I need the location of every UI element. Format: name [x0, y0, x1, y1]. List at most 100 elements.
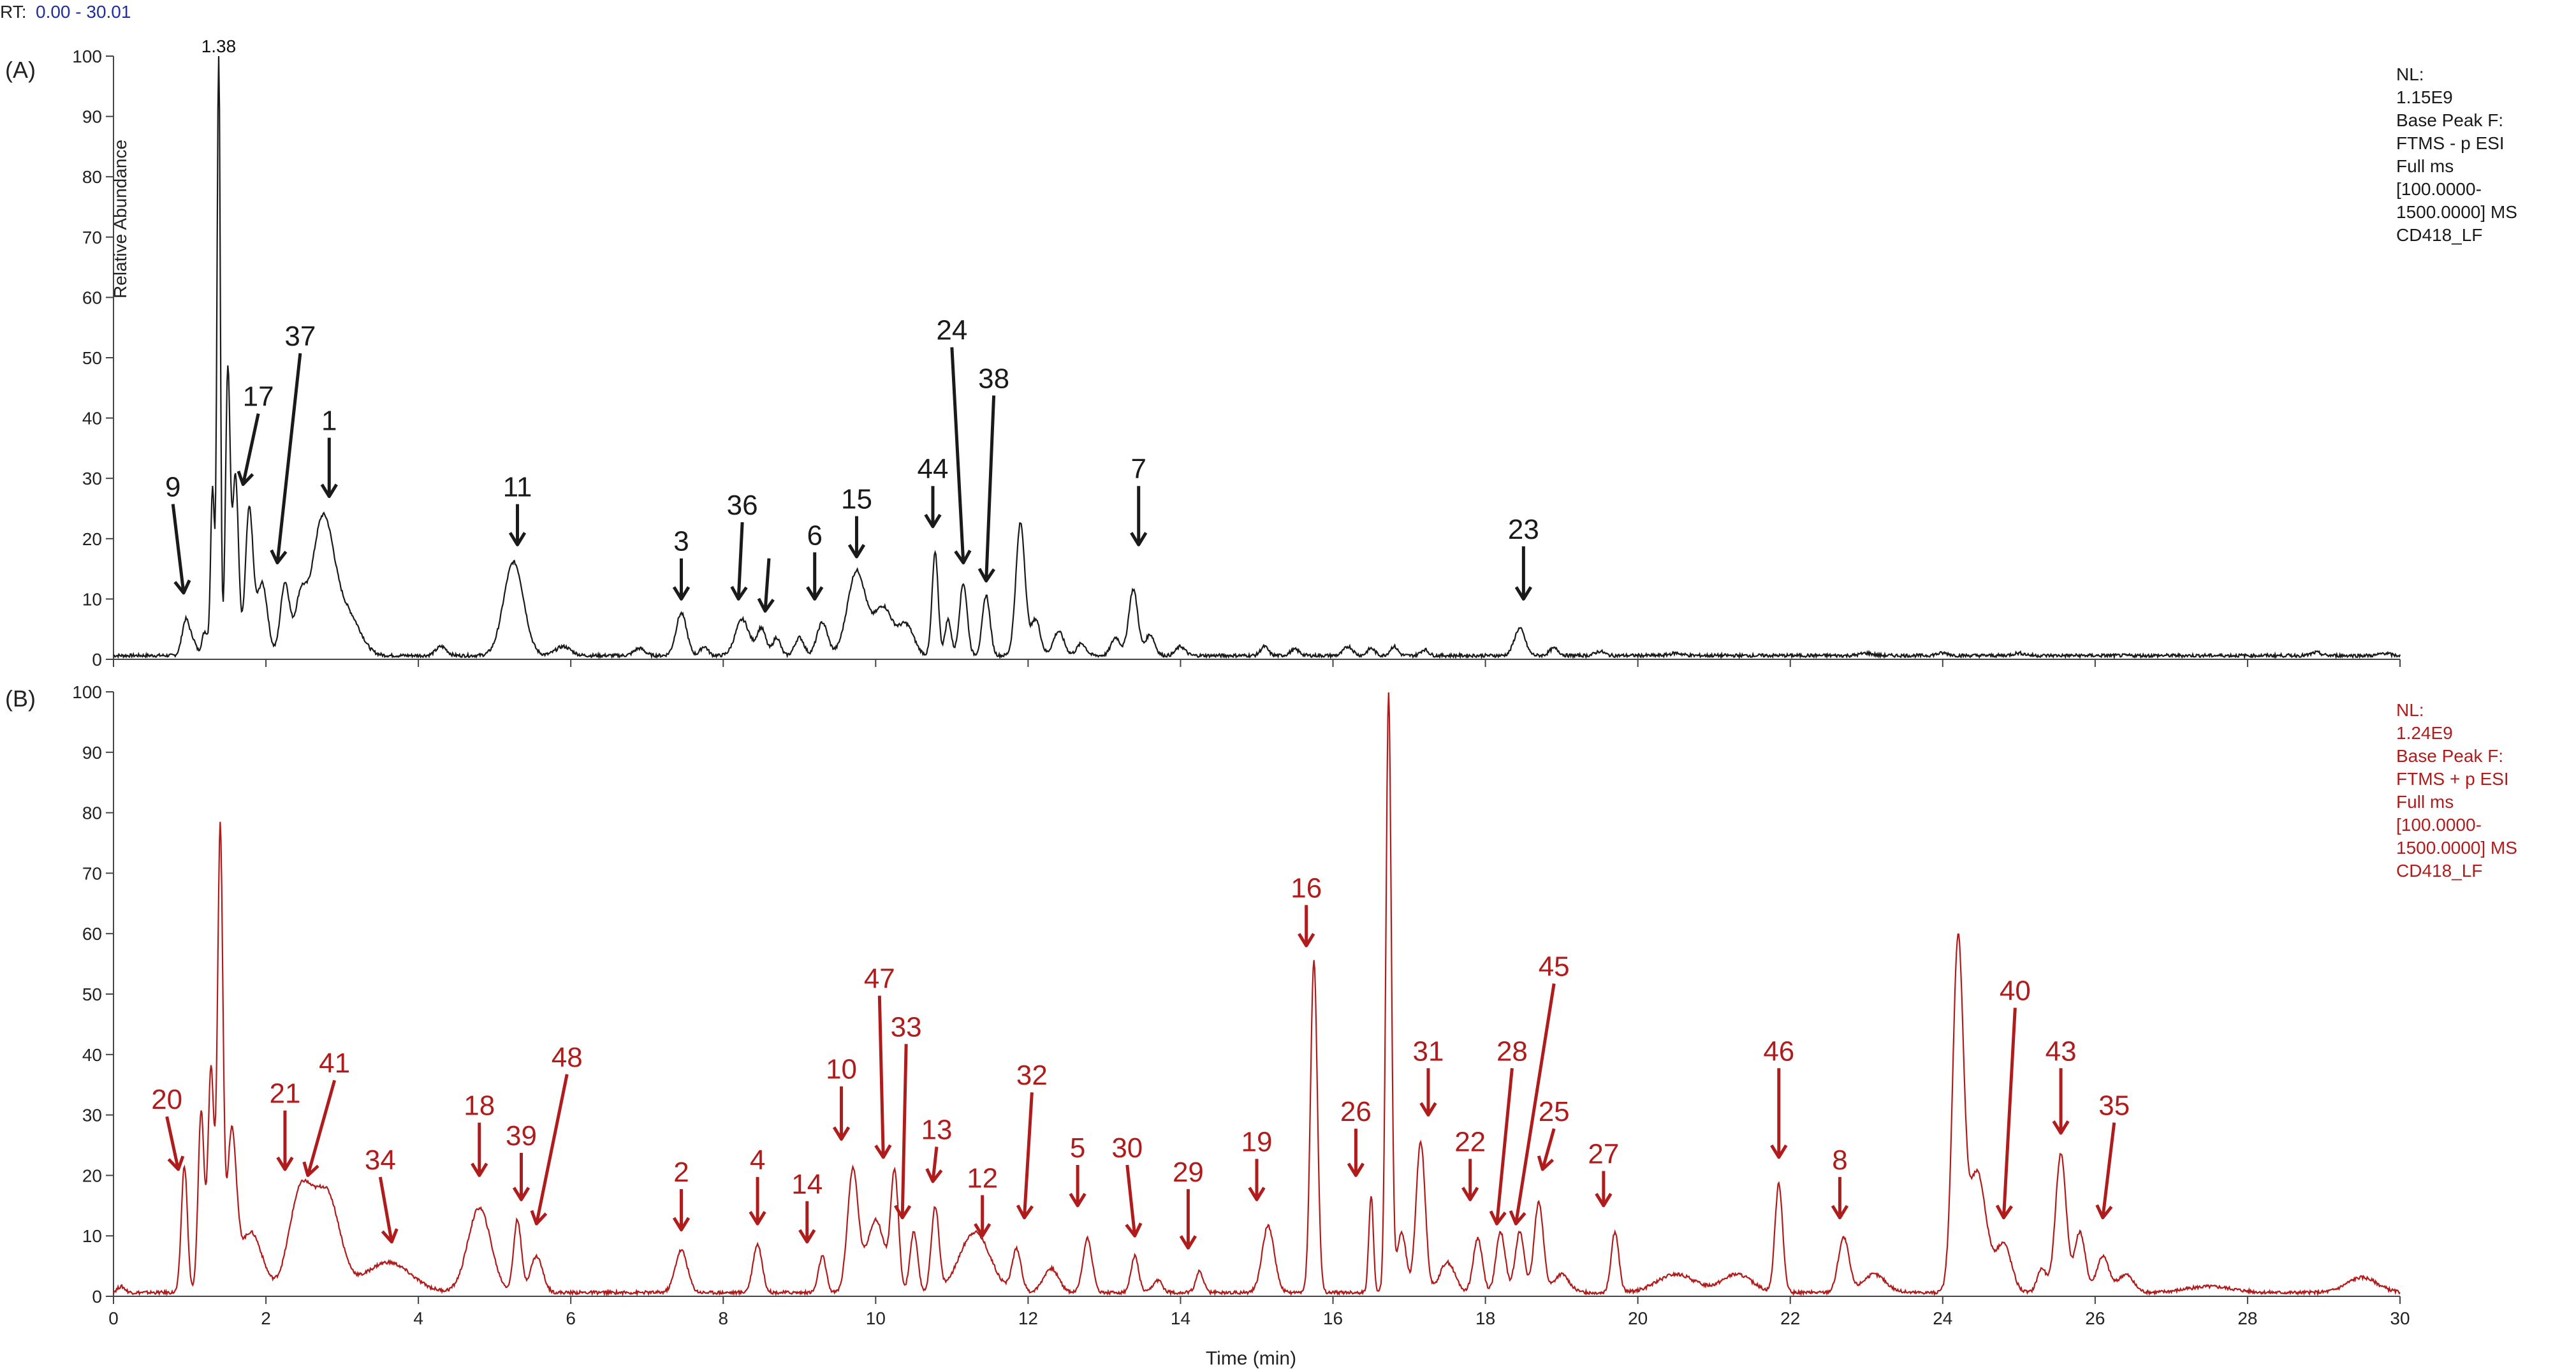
- info-line: FTMS - p ESI: [2396, 133, 2505, 153]
- x-tick-label: 12: [1018, 1308, 1038, 1328]
- y-tick-label: 30: [82, 469, 102, 488]
- x-tick-label: 30: [2390, 1308, 2410, 1328]
- peak-number-label: 44: [918, 453, 949, 485]
- y-tick-label: 80: [82, 167, 102, 187]
- peak-number-label: 18: [464, 1090, 495, 1122]
- y-tick-label: 20: [82, 529, 102, 549]
- peak-number-label: 38: [978, 363, 1009, 394]
- info-line: Full ms: [2396, 792, 2454, 812]
- info-line: Base Peak F:: [2396, 110, 2503, 130]
- peak-number-label: 41: [319, 1048, 350, 1079]
- peak-arrow-shaft: [173, 504, 184, 593]
- panel-label: (A): [5, 57, 36, 83]
- y-tick-label: 90: [82, 107, 102, 127]
- peak-number-label: 17: [243, 381, 274, 413]
- peak-number-label: 36: [727, 490, 758, 521]
- peak-number-label: 4: [750, 1145, 765, 1176]
- x-tick-label: 6: [566, 1308, 576, 1328]
- peak-number-label: 24: [936, 315, 967, 346]
- x-tick-label: 22: [1780, 1308, 1800, 1328]
- info-line: Full ms: [2396, 156, 2454, 176]
- x-tick-label: 24: [1933, 1308, 1952, 1328]
- info-line: 1.15E9: [2396, 87, 2453, 107]
- y-tick-label: 0: [92, 1287, 102, 1307]
- peak-arrow-shaft: [986, 395, 994, 581]
- peak-number-label: 21: [269, 1078, 300, 1109]
- y-tick-label: 100: [72, 47, 102, 66]
- peak-arrow-shaft: [902, 1044, 906, 1217]
- peak-number-label: 6: [807, 520, 822, 551]
- info-line: 1500.0000] MS: [2396, 202, 2517, 222]
- y-tick-label: 70: [82, 228, 102, 247]
- y-tick-label: 10: [82, 589, 102, 609]
- peak-number-label: 14: [791, 1169, 823, 1200]
- peak-number-label: 7: [1131, 453, 1146, 485]
- peak-number-label: 33: [891, 1011, 922, 1043]
- peak-number-label: 13: [921, 1115, 952, 1146]
- base-peak-label: 1.38: [201, 36, 237, 56]
- x-tick-label: 4: [413, 1308, 423, 1328]
- y-tick-label: 40: [82, 409, 102, 428]
- x-tick-label: 18: [1475, 1308, 1495, 1328]
- peak-number-label: 2: [673, 1157, 689, 1188]
- peak-arrow-shaft: [765, 559, 769, 611]
- x-tick-label: 28: [2237, 1308, 2257, 1328]
- x-tick-label: 0: [108, 1308, 119, 1328]
- peak-number-label: 8: [1832, 1145, 1847, 1176]
- peak-arrow-shaft: [2003, 1007, 2015, 1217]
- peak-arrow-shaft: [1497, 1068, 1512, 1224]
- peak-number-label: 35: [2098, 1090, 2130, 1122]
- y-tick-label: 50: [82, 348, 102, 368]
- peak-number-label: 19: [1241, 1126, 1273, 1157]
- x-tick-label: 2: [261, 1308, 271, 1328]
- info-line: [100.0000-: [2396, 179, 2482, 199]
- info-line: 1500.0000] MS: [2396, 838, 2517, 858]
- peak-arrow-shaft: [2103, 1123, 2114, 1218]
- peak-number-label: 40: [2000, 975, 2031, 1006]
- panel-a: 0102030405060708090100(A)1.38NL:1.15E9Ba…: [5, 36, 2517, 670]
- peak-number-label: 31: [1412, 1036, 1444, 1067]
- peak-number-label: 1: [321, 406, 337, 437]
- y-tick-label: 20: [82, 1166, 102, 1185]
- y-tick-label: 50: [82, 985, 102, 1004]
- peak-number-label: 23: [1508, 514, 1539, 545]
- peak-number-label: 15: [841, 484, 872, 515]
- chromatogram-trace: [113, 692, 2400, 1294]
- peak-number-label: 46: [1763, 1036, 1794, 1067]
- peak-arrow-shaft: [536, 1074, 567, 1224]
- peak-number-label: 30: [1111, 1132, 1143, 1164]
- y-tick-label: 80: [82, 803, 102, 823]
- peak-number-label: 34: [365, 1145, 396, 1176]
- info-line: CD418_LF: [2396, 225, 2482, 245]
- info-line: Base Peak F:: [2396, 746, 2503, 766]
- peak-number-label: 22: [1454, 1126, 1486, 1157]
- peak-arrow-shaft: [738, 522, 742, 599]
- x-axis-label: Time (min): [1206, 1348, 1296, 1369]
- peak-number-label: 3: [673, 526, 689, 557]
- peak-arrow-shaft: [308, 1080, 335, 1175]
- info-line: CD418_LF: [2396, 861, 2482, 881]
- y-tick-label: 60: [82, 924, 102, 944]
- y-tick-label: 40: [82, 1045, 102, 1065]
- y-tick-label: 10: [82, 1226, 102, 1246]
- x-tick-label: 8: [718, 1308, 728, 1328]
- peak-number-label: 10: [826, 1054, 857, 1085]
- info-line: NL:: [2396, 64, 2424, 84]
- peak-number-label: 5: [1070, 1132, 1085, 1164]
- y-tick-label: 70: [82, 863, 102, 883]
- peak-number-label: 39: [506, 1120, 537, 1152]
- panel-label: (B): [5, 685, 36, 712]
- info-line: 1.24E9: [2396, 723, 2453, 743]
- peak-arrow-shaft: [1024, 1092, 1032, 1218]
- peak-number-label: 37: [284, 321, 316, 352]
- info-line: FTMS + p ESI: [2396, 769, 2509, 789]
- y-tick-label: 30: [82, 1106, 102, 1125]
- peak-number-label: 29: [1173, 1157, 1204, 1188]
- y-tick-label: 0: [92, 650, 102, 670]
- peak-number-label: 11: [503, 472, 532, 503]
- panel-b: 0102030405060708090100024681012141618202…: [5, 682, 2517, 1328]
- rt-range: 0.00 - 30.01: [36, 2, 131, 22]
- peak-arrow-shaft: [952, 348, 963, 563]
- peak-number-label: 47: [864, 963, 895, 995]
